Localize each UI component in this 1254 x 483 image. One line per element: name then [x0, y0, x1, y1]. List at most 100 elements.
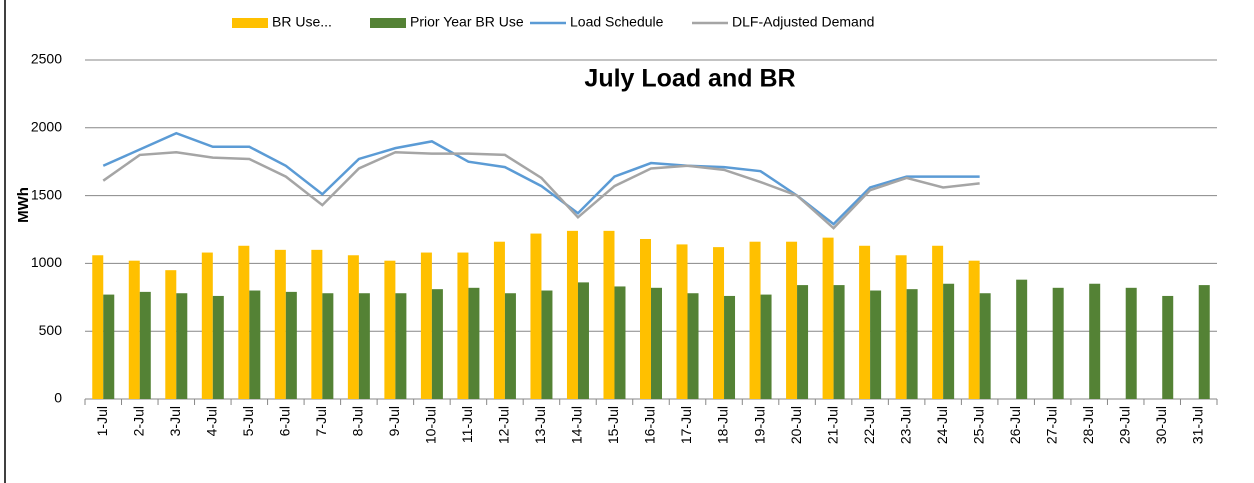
x-tick-label: 17-Jul	[678, 406, 694, 444]
bar	[420, 252, 432, 399]
y-tick-label: 0	[54, 390, 62, 406]
x-tick-label: 23-Jul	[897, 406, 913, 444]
bar	[676, 244, 688, 399]
bar	[749, 241, 761, 399]
bar	[347, 255, 359, 399]
x-tick-label: 18-Jul	[715, 406, 731, 444]
bar	[943, 283, 955, 399]
bar	[566, 230, 578, 399]
bar	[395, 293, 407, 399]
x-tick-label: 24-Jul	[934, 406, 950, 444]
bar	[201, 252, 213, 399]
bar	[384, 260, 396, 399]
bar	[859, 245, 871, 399]
bar	[493, 241, 505, 399]
y-tick-label: 1500	[31, 186, 62, 202]
bar	[322, 293, 334, 399]
bar	[870, 290, 882, 399]
bar	[979, 293, 991, 399]
bar	[285, 291, 297, 399]
x-tick-label: 26-Jul	[1007, 406, 1023, 444]
x-tick-label: 29-Jul	[1116, 406, 1132, 444]
bar	[1125, 287, 1137, 399]
legend-label: Prior Year BR Use	[410, 14, 524, 30]
bar	[932, 245, 944, 399]
bar	[640, 238, 651, 399]
legend-label: Load Schedule	[570, 14, 664, 30]
x-tick-label: 4-Jul	[204, 406, 220, 436]
x-tick-label: 7-Jul	[313, 406, 329, 436]
x-tick-label: 5-Jul	[240, 406, 256, 436]
x-tick-label: 30-Jul	[1153, 406, 1169, 444]
x-tick-label: 12-Jul	[496, 406, 512, 444]
y-tick-label: 1000	[31, 254, 62, 270]
bar	[651, 287, 662, 399]
x-tick-label: 2-Jul	[130, 406, 146, 436]
bar	[1198, 285, 1210, 399]
legend-swatch	[232, 18, 268, 28]
x-tick-label: 8-Jul	[350, 406, 366, 436]
bar	[822, 237, 834, 399]
x-tick-label: 9-Jul	[386, 406, 402, 436]
bar	[92, 255, 104, 399]
bar	[760, 294, 772, 399]
x-tick-label: 27-Jul	[1043, 406, 1059, 444]
y-axis-label: MWh	[15, 187, 32, 223]
bar	[895, 255, 907, 399]
x-tick-label: 14-Jul	[569, 406, 585, 444]
bar	[968, 260, 980, 399]
bar	[311, 249, 323, 399]
bar	[1162, 295, 1174, 399]
bar	[833, 285, 845, 399]
bar	[603, 230, 615, 399]
x-tick-label: 19-Jul	[751, 406, 767, 444]
x-tick-label: 16-Jul	[642, 406, 658, 444]
bar	[1052, 287, 1064, 399]
bar	[614, 286, 626, 399]
bar	[797, 285, 809, 399]
line	[102, 131, 980, 226]
bar	[249, 290, 261, 399]
bar	[238, 245, 250, 399]
line	[102, 150, 980, 230]
y-tick-label: 2000	[31, 119, 62, 135]
x-tick-label: 6-Jul	[277, 406, 293, 436]
x-tick-label: 22-Jul	[861, 406, 877, 444]
bar	[786, 241, 798, 399]
x-tick-label: 28-Jul	[1080, 406, 1096, 444]
x-tick-label: 3-Jul	[167, 406, 183, 436]
bar	[541, 290, 553, 399]
bar	[431, 289, 443, 399]
bar	[906, 289, 918, 399]
x-tick-label: 10-Jul	[423, 406, 439, 444]
chart-title: July Load and BR	[584, 65, 795, 93]
bar	[103, 294, 115, 399]
bar	[713, 247, 725, 399]
x-tick-label: 25-Jul	[970, 406, 986, 444]
bar	[504, 293, 516, 399]
y-tick-label: 500	[39, 322, 63, 338]
bar	[530, 233, 542, 399]
bar	[1089, 283, 1101, 399]
bar	[687, 293, 699, 399]
x-tick-label: 13-Jul	[532, 406, 548, 444]
bar	[165, 270, 177, 399]
bar	[577, 282, 589, 399]
x-tick-label: 31-Jul	[1189, 406, 1205, 444]
x-tick-label: 20-Jul	[788, 406, 804, 444]
x-tick-label: 21-Jul	[824, 406, 840, 444]
bar	[358, 293, 370, 399]
bar	[274, 249, 286, 399]
bar	[176, 293, 188, 399]
legend-label: BR Use...	[272, 14, 332, 30]
bar	[1016, 279, 1028, 399]
bar	[468, 287, 480, 399]
bar	[724, 295, 736, 399]
x-tick-label: 1-Jul	[94, 406, 110, 436]
y-tick-label: 2500	[31, 51, 62, 67]
x-tick-label: 15-Jul	[605, 406, 621, 444]
bar	[139, 291, 151, 399]
legend-swatch	[370, 18, 406, 28]
bar	[457, 252, 469, 399]
